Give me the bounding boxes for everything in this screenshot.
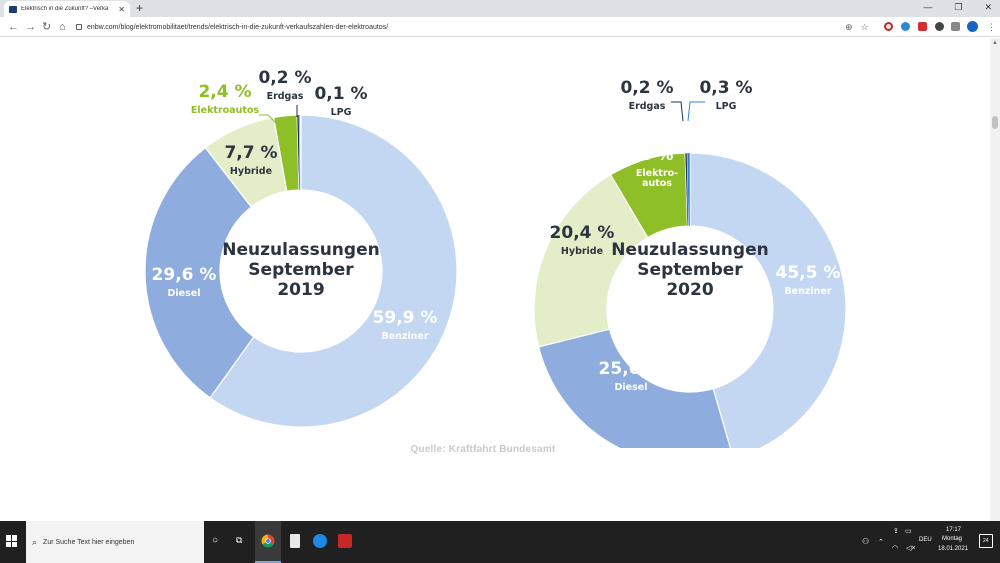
- extension-blue-icon[interactable]: [901, 22, 910, 31]
- reload-icon[interactable]: ↻: [42, 21, 52, 33]
- slice-diesel: [144, 146, 255, 399]
- leader-line-elektroautos: [259, 114, 280, 127]
- window-controls: — ❐ ✕: [923, 1, 992, 14]
- close-window-icon[interactable]: ✕: [984, 2, 992, 12]
- language-indicator[interactable]: DEU: [919, 537, 932, 543]
- slice-lpg: [298, 114, 301, 191]
- center-title-line: September: [248, 260, 354, 280]
- chrome-icon: [261, 534, 275, 548]
- extension-dark-icon[interactable]: [935, 22, 944, 31]
- taskbar-search-input[interactable]: ⌕ Zur Suche Text hier eingeben: [26, 521, 204, 563]
- windows-taskbar: ⌕ Zur Suche Text hier eingeben ○ ⧉ ⚇ ⌃ ⇪…: [0, 521, 1000, 563]
- slice-benziner: [209, 114, 458, 428]
- lock-icon[interactable]: [76, 24, 82, 30]
- scroll-up-icon[interactable]: ▲: [992, 40, 998, 46]
- extension-shield-icon[interactable]: [884, 22, 893, 31]
- profile-avatar[interactable]: [967, 21, 978, 32]
- volume-icon[interactable]: ◁×: [906, 545, 916, 552]
- category-label-elektro-autos: Elektro-: [636, 168, 678, 179]
- value-label-benziner: 45,5 %: [776, 263, 841, 283]
- leader-line-lpg: [687, 101, 705, 122]
- value-label-erdgas: 0,2 %: [258, 68, 311, 88]
- value-label-benziner: 59,9 %: [373, 308, 438, 328]
- value-label-diesel: 25,6 %: [599, 359, 664, 379]
- mcafee-icon[interactable]: [338, 534, 352, 548]
- category-label-benziner: Benziner: [784, 286, 831, 297]
- category-label-diesel: Diesel: [615, 382, 648, 393]
- battery-icon[interactable]: ▭: [905, 528, 912, 535]
- taskbar-search-placeholder: Zur Suche Text hier eingeben: [43, 538, 135, 546]
- category-label-diesel: Diesel: [168, 288, 201, 299]
- center-title-line: 2020: [666, 280, 713, 300]
- usb-icon[interactable]: ⇪: [893, 528, 899, 535]
- bookmark-star-icon[interactable]: ☆: [860, 22, 869, 32]
- category-label-elektro-autos: autos: [642, 178, 672, 189]
- zoom-icon[interactable]: ⊕: [845, 22, 853, 32]
- source-note: Quelle: Kraftfahrt Bundesamt: [410, 444, 556, 455]
- tray-chevron-icon[interactable]: ⌃: [878, 539, 884, 546]
- leader-line-erdgas: [671, 101, 684, 122]
- chrome-taskbar-button[interactable]: [255, 521, 281, 563]
- new-tab-button[interactable]: +: [136, 1, 144, 15]
- category-label-hybride: Hybride: [230, 166, 272, 177]
- value-label-erdgas: 0,2 %: [620, 78, 673, 98]
- center-title-line: 2019: [277, 280, 324, 300]
- back-icon[interactable]: ←: [8, 21, 19, 33]
- search-icon: ⌕: [32, 536, 38, 547]
- category-label-elektroautos: Elektroautos: [191, 105, 260, 116]
- value-label-diesel: 29,6 %: [152, 265, 217, 285]
- clock-time[interactable]: 17:17: [946, 527, 962, 533]
- value-label-hybride: 7,7 %: [224, 143, 277, 163]
- notification-center-icon[interactable]: 24: [979, 534, 993, 548]
- site-favicon-icon: [9, 5, 17, 13]
- page-scrollbar[interactable]: [990, 38, 1000, 521]
- notification-count: 24: [983, 538, 989, 544]
- address-toolbar: ← → ↻ ⌂ enbw.com/blog/elektromobilitaet/…: [0, 17, 1000, 37]
- category-label-lpg: LPG: [716, 101, 737, 112]
- forward-icon[interactable]: →: [25, 21, 36, 33]
- category-label-benziner: Benziner: [381, 331, 428, 342]
- tab-title: Elektrisch in die Zukunft? –Verka: [21, 6, 109, 12]
- value-label-lpg: 0,1 %: [314, 84, 367, 104]
- menu-dots-icon[interactable]: ⋮: [987, 22, 996, 32]
- network-icon[interactable]: ◠: [892, 545, 899, 552]
- category-label-erdgas: Erdgas: [267, 91, 304, 102]
- slice-benziner: [689, 152, 847, 460]
- value-label-lpg: 0,3 %: [699, 78, 752, 98]
- donut-chart-2020: 45,5 % Benziner 25,6 % Diesel 20,4 % Hybride 8…: [533, 78, 847, 466]
- category-label-hybride: Hybride: [561, 246, 603, 257]
- task-view-icon[interactable]: ⧉: [236, 535, 243, 545]
- extension-download-icon[interactable]: [918, 22, 927, 31]
- scrollbar-thumb[interactable]: [992, 116, 998, 129]
- center-title-line: September: [637, 260, 743, 280]
- close-tab-icon[interactable]: ✕: [118, 4, 125, 14]
- url-text: enbw.com/blog/elektromobilitaet/trends/e…: [87, 23, 389, 31]
- extensions-puzzle-icon[interactable]: [951, 22, 960, 31]
- category-label-lpg: LPG: [331, 107, 352, 118]
- center-title-line: Neuzulassungen: [222, 240, 379, 260]
- value-label-elektroautos: 2,4 %: [198, 82, 251, 102]
- clock-weekday[interactable]: Montag: [942, 536, 963, 542]
- donut-charts: 59,9 % Benziner 29,6 % Diesel 7,7 % Hybride 2,…: [144, 68, 847, 466]
- slice-hybride: [533, 173, 649, 348]
- category-label-erdgas: Erdgas: [629, 101, 666, 112]
- cortana-icon[interactable]: ○: [212, 535, 219, 546]
- article-content: 59,9 % Benziner 29,6 % Diesel 7,7 % Hybride 2,…: [0, 38, 990, 521]
- browser-tab[interactable]: Elektrisch in die Zukunft? –Verka ✕: [4, 1, 130, 17]
- center-title-line: Neuzulassungen: [611, 240, 768, 260]
- value-label-hybride: 20,4 %: [550, 223, 615, 243]
- calculator-icon[interactable]: [290, 534, 300, 548]
- windows-start-icon[interactable]: [6, 535, 18, 547]
- people-icon[interactable]: ⚇: [862, 537, 870, 546]
- url-field[interactable]: enbw.com/blog/elektromobilitaet/trends/e…: [76, 20, 876, 34]
- clock-date[interactable]: 18.01.2021: [938, 546, 969, 552]
- home-icon[interactable]: ⌂: [59, 21, 66, 33]
- slice-lpg: [686, 152, 691, 227]
- edge-icon[interactable]: [313, 534, 327, 548]
- restore-icon[interactable]: ❐: [954, 2, 963, 12]
- tab-bar: Elektrisch in die Zukunft? –Verka ✕ + — …: [0, 0, 1000, 17]
- donut-chart-2019: 59,9 % Benziner 29,6 % Diesel 7,7 % Hybride 2,…: [144, 68, 458, 428]
- value-label-elektro-autos: 8 %: [641, 145, 674, 164]
- minimize-icon[interactable]: —: [923, 2, 933, 12]
